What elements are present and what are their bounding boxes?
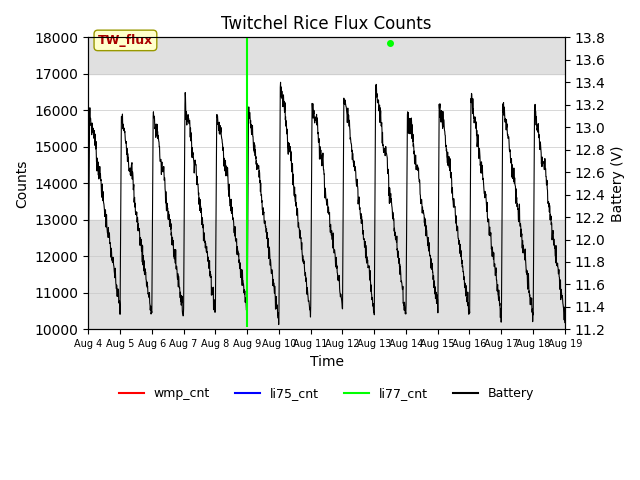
- Text: TW_flux: TW_flux: [98, 34, 153, 47]
- Title: Twitchel Rice Flux Counts: Twitchel Rice Flux Counts: [221, 15, 432, 33]
- Bar: [88, 37, 564, 74]
- Legend: wmp_cnt, li75_cnt, li77_cnt, Battery: wmp_cnt, li75_cnt, li77_cnt, Battery: [114, 382, 540, 405]
- Y-axis label: Battery (V): Battery (V): [611, 145, 625, 222]
- Bar: [88, 220, 564, 329]
- Y-axis label: Counts: Counts: [15, 159, 29, 207]
- X-axis label: Time: Time: [310, 355, 344, 369]
